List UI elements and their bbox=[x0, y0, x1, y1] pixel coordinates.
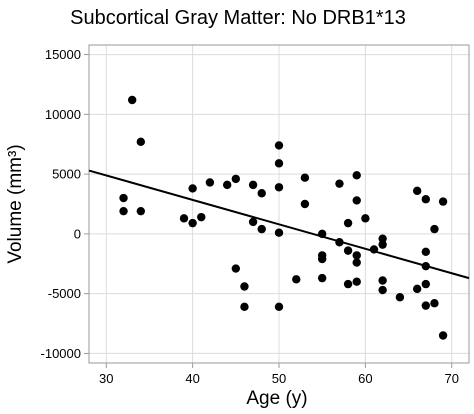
data-point bbox=[352, 196, 361, 205]
data-point bbox=[352, 171, 361, 180]
data-point bbox=[257, 189, 266, 198]
data-point bbox=[257, 224, 266, 234]
data-point bbox=[136, 206, 146, 216]
data-point bbox=[188, 184, 197, 193]
data-point bbox=[317, 273, 327, 283]
data-point bbox=[343, 246, 353, 255]
data-point bbox=[438, 331, 448, 340]
grid-lines bbox=[89, 45, 469, 363]
data-point bbox=[222, 180, 232, 190]
data-point bbox=[274, 302, 284, 312]
data-point bbox=[369, 245, 379, 254]
data-point bbox=[343, 279, 353, 289]
data-point bbox=[317, 254, 327, 264]
data-point bbox=[438, 197, 448, 206]
data-point bbox=[274, 159, 284, 168]
data-point bbox=[335, 179, 344, 188]
data-point bbox=[119, 193, 128, 203]
data-point bbox=[300, 173, 310, 182]
data-point bbox=[179, 214, 189, 223]
data-point bbox=[300, 199, 310, 209]
chart-title: Subcortical Gray Matter: No DRB1*13 bbox=[70, 7, 406, 29]
y-tick-label: -10000 bbox=[41, 346, 81, 361]
data-point bbox=[119, 206, 128, 216]
data-point bbox=[421, 279, 431, 289]
data-point bbox=[352, 251, 361, 260]
x-tick-label: 70 bbox=[444, 371, 458, 386]
data-point bbox=[240, 302, 249, 312]
data-point bbox=[274, 141, 284, 150]
data-point bbox=[317, 229, 327, 239]
y-tick-label: -5000 bbox=[48, 286, 81, 301]
y-tick-label: 0 bbox=[74, 226, 81, 241]
data-point bbox=[188, 218, 197, 228]
y-tick-label: 10000 bbox=[45, 107, 81, 122]
data-point bbox=[378, 234, 387, 243]
x-tick-label: 40 bbox=[185, 371, 199, 386]
data-point bbox=[421, 261, 431, 271]
data-point bbox=[231, 174, 241, 184]
data-point bbox=[197, 212, 206, 222]
data-point bbox=[335, 238, 344, 247]
data-point bbox=[378, 276, 387, 285]
y-tick-label: 15000 bbox=[45, 47, 81, 62]
data-point bbox=[136, 137, 146, 147]
data-point bbox=[430, 224, 439, 234]
regression-line bbox=[88, 169, 470, 280]
data-point bbox=[421, 195, 431, 204]
data-point bbox=[421, 247, 431, 257]
data-point bbox=[352, 258, 361, 267]
data-point bbox=[412, 186, 422, 196]
y-axis-title: Volume (mm³) bbox=[5, 144, 26, 263]
data-point bbox=[412, 284, 422, 294]
data-point bbox=[378, 285, 387, 295]
data-point bbox=[231, 264, 241, 273]
data-point bbox=[248, 180, 258, 190]
x-axis: 30 40 50 60 70 bbox=[99, 363, 459, 386]
data-points bbox=[119, 95, 448, 340]
data-point bbox=[274, 228, 284, 237]
data-point bbox=[292, 275, 301, 284]
y-axis: -10000 -5000 0 5000 10000 15000 bbox=[41, 47, 89, 361]
data-point bbox=[395, 293, 405, 302]
data-point bbox=[421, 301, 431, 310]
x-axis-title: Age (y) bbox=[246, 388, 307, 409]
data-point bbox=[240, 282, 249, 291]
y-tick-label: 5000 bbox=[52, 167, 81, 182]
data-point bbox=[361, 214, 370, 223]
data-point bbox=[274, 183, 284, 192]
x-tick-label: 50 bbox=[272, 371, 286, 386]
data-point bbox=[248, 217, 258, 227]
data-point bbox=[352, 277, 361, 286]
x-tick-label: 30 bbox=[99, 371, 113, 386]
data-point bbox=[205, 178, 215, 187]
data-point bbox=[430, 299, 439, 308]
data-point bbox=[127, 95, 137, 105]
x-tick-label: 60 bbox=[358, 371, 372, 386]
data-point bbox=[343, 218, 353, 228]
data-point bbox=[378, 240, 387, 249]
